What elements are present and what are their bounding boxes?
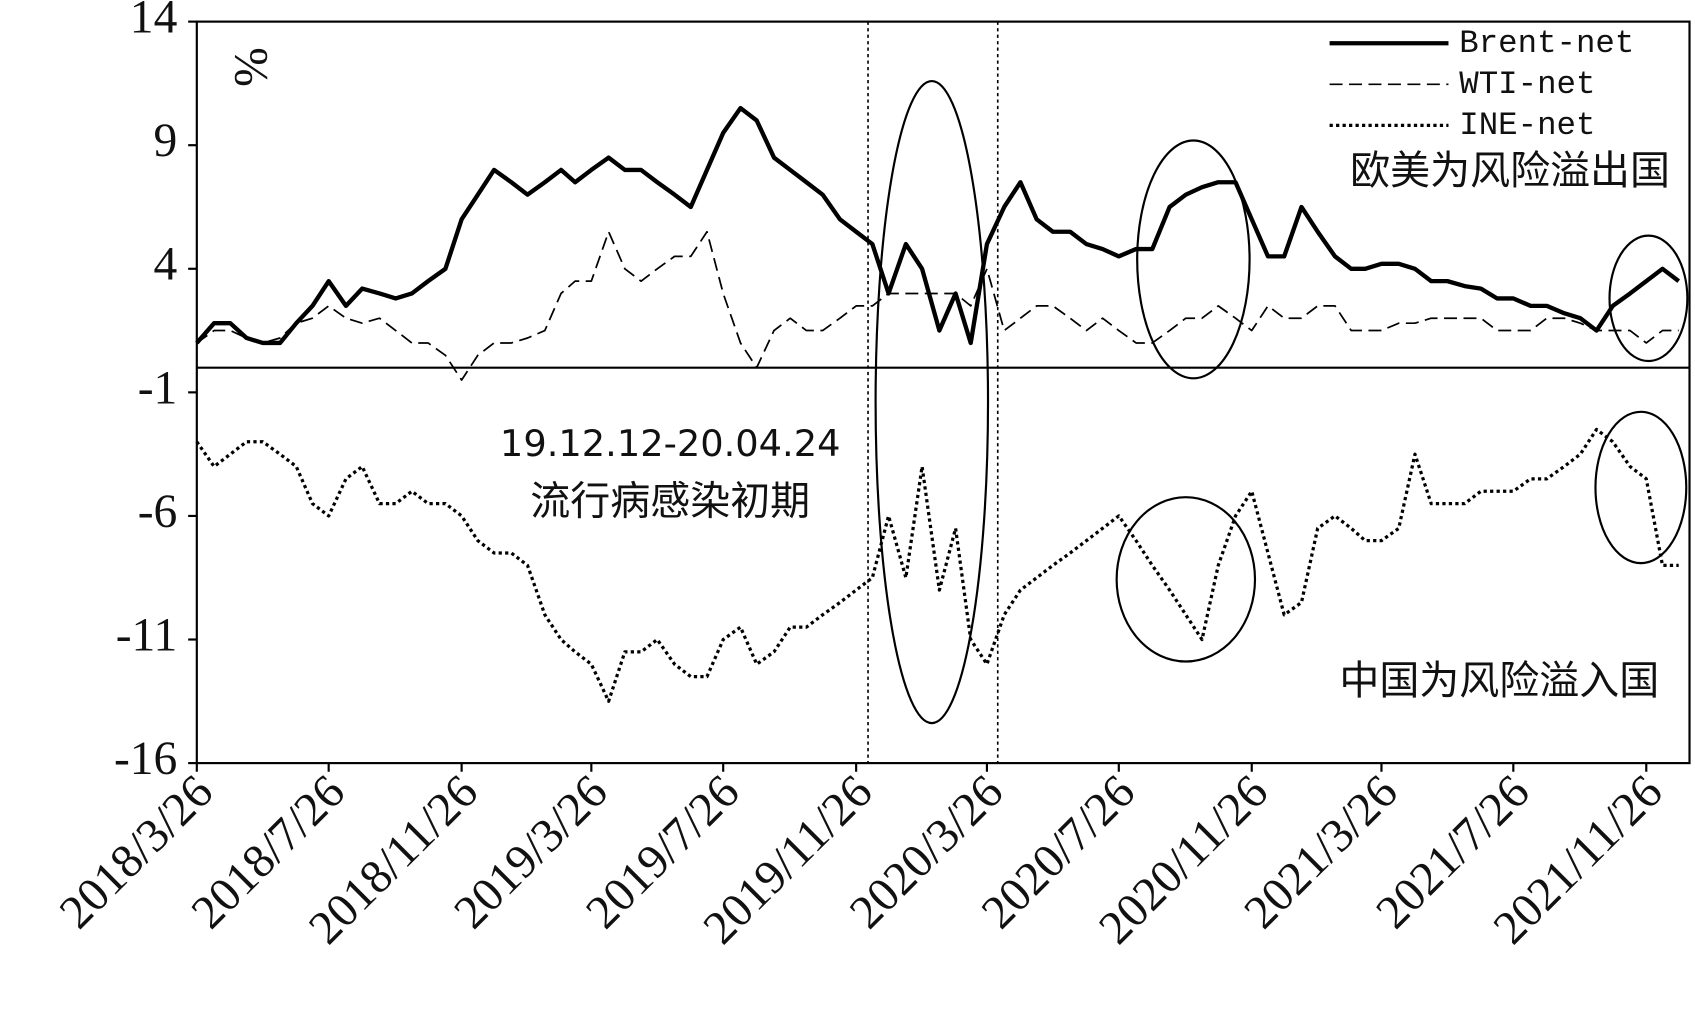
highlight-ellipse — [1136, 139, 1251, 380]
y-tick-label: -1 — [138, 362, 178, 414]
series-line — [195, 105, 1681, 346]
series-line — [195, 427, 1679, 703]
highlight-ellipse — [1608, 234, 1689, 363]
highlight-ellipse — [1115, 496, 1257, 663]
annotation: 流行病感染初期 — [530, 479, 810, 525]
annotation: 中国为风险溢入国 — [1339, 658, 1659, 704]
y-tick-label: 14 — [130, 0, 178, 44]
y-tick-label: 9 — [154, 115, 178, 167]
legend-label: WTI-net — [1459, 66, 1595, 103]
y-unit: % — [225, 47, 277, 87]
y-tick-label: 4 — [154, 239, 178, 291]
series-line — [196, 230, 1679, 381]
legend-label: Brent-net — [1459, 25, 1634, 62]
highlight-ellipse — [874, 79, 990, 725]
highlight-ellipse — [1594, 410, 1688, 565]
annotation: 欧美为风险溢出国 — [1350, 148, 1670, 194]
y-tick-label: -11 — [116, 609, 178, 661]
y-tick-label: -6 — [138, 486, 178, 538]
annotation: 19.12.12-20.04.24 — [500, 422, 841, 465]
legend-label: INE-net — [1459, 107, 1595, 144]
y-tick-label: -16 — [114, 733, 177, 785]
